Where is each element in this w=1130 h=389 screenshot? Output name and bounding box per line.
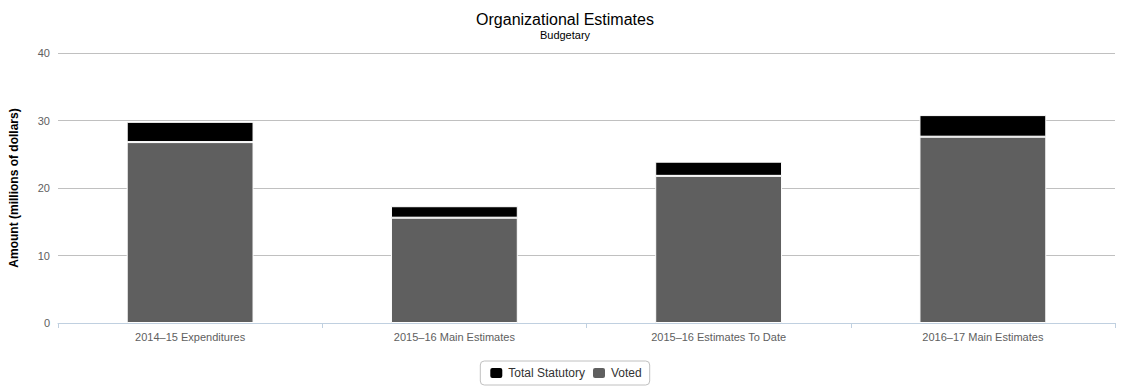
svg-text:30: 30 bbox=[38, 115, 50, 127]
svg-text:2016–17 Main Estimates: 2016–17 Main Estimates bbox=[922, 331, 1044, 343]
svg-text:Total Statutory: Total Statutory bbox=[508, 366, 585, 380]
svg-text:40: 40 bbox=[38, 47, 50, 59]
svg-text:10: 10 bbox=[38, 250, 50, 262]
svg-text:0: 0 bbox=[44, 317, 50, 329]
svg-text:2015–16 Estimates To Date: 2015–16 Estimates To Date bbox=[651, 331, 786, 343]
svg-text:Amount (millions of dollars): Amount (millions of dollars) bbox=[7, 108, 21, 267]
svg-text:2015–16 Main Estimates: 2015–16 Main Estimates bbox=[394, 331, 516, 343]
svg-text:Budgetary: Budgetary bbox=[540, 29, 591, 41]
svg-text:Organizational Estimates: Organizational Estimates bbox=[476, 11, 654, 28]
svg-text:2014–15 Expenditures: 2014–15 Expenditures bbox=[135, 331, 246, 343]
svg-text:20: 20 bbox=[38, 182, 50, 194]
svg-text:Voted: Voted bbox=[611, 366, 642, 380]
